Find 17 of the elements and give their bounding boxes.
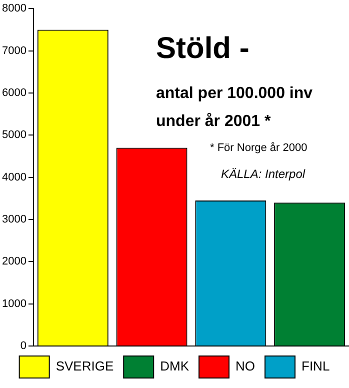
legend-label: SVERIGE: [56, 358, 114, 374]
legend-label: FINL: [302, 358, 330, 374]
legend-label: NO: [236, 358, 256, 374]
annotation: KÄLLA: Interpol: [221, 167, 306, 181]
legend-label: DMK: [160, 358, 190, 374]
text: Stöld -: [156, 32, 250, 66]
y-tick-label: 7000: [2, 44, 26, 57]
y-tick-label: 6000: [2, 86, 26, 99]
y-tick-label: 4000: [2, 171, 26, 184]
y-tick-label: 5000: [2, 129, 26, 142]
text: antal per 100.000 inv under år 2001 *: [156, 84, 314, 132]
y-tick-label: 2000: [2, 256, 26, 268]
annotation: * För Norge år 2000: [210, 142, 308, 154]
y-tick-label: 3000: [2, 214, 26, 226]
y-tick-label: 0: [20, 340, 26, 352]
y-tick-label: 1000: [2, 298, 26, 310]
y-tick-label: 8000: [2, 2, 26, 15]
